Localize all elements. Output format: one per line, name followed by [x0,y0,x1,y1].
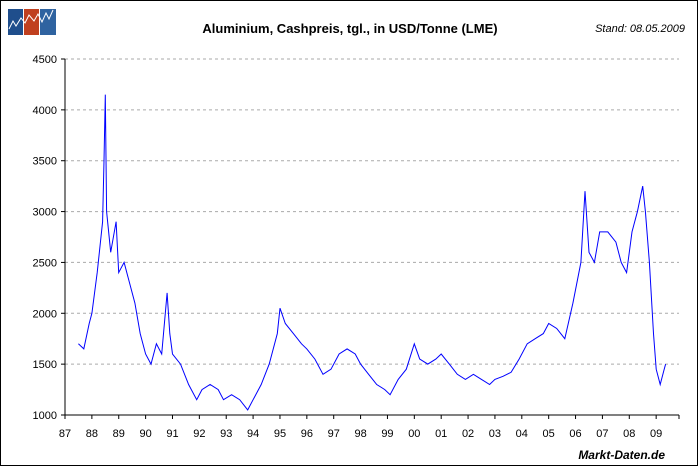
x-tick-label: 90 [139,428,151,440]
x-tick-label: 89 [113,428,125,440]
x-tick-label: 08 [623,428,635,440]
x-tick-label: 05 [543,428,555,440]
x-tick-label: 98 [354,428,366,440]
chart-logo-icon [8,9,56,35]
price-line [78,94,667,411]
x-tick-label: 01 [435,428,447,440]
x-tick-label: 97 [328,428,340,440]
x-tick-label: 95 [274,428,286,440]
x-tick-label: 94 [247,428,259,440]
x-tick-label: 02 [462,428,474,440]
x-tick-label: 06 [569,428,581,440]
y-tick-label: 4000 [33,105,57,117]
date-stamp: Stand: 08.05.2009 [595,23,685,35]
x-tick-label: 04 [516,428,528,440]
x-tick-label: 91 [166,428,178,440]
y-tick-label: 4500 [33,54,57,66]
y-tick-label: 3500 [33,156,57,168]
x-tick-label: 09 [650,428,662,440]
x-tick-label: 87 [59,428,71,440]
y-tick-label: 3000 [33,207,57,219]
y-tick-label: 2000 [33,308,57,320]
x-tick-label: 88 [86,428,98,440]
y-tick-label: 1000 [33,410,57,422]
x-tick-label: 03 [489,428,501,440]
x-tick-label: 92 [193,428,205,440]
y-tick-label: 2500 [33,257,57,269]
chart-title: Aluminium, Cashpreis, tgl., in USD/Tonne… [202,21,498,36]
y-tick-label: 1500 [33,359,57,371]
x-tick-label: 00 [408,428,420,440]
x-tick-label: 93 [220,428,232,440]
source-label: Markt-Daten.de [578,448,665,462]
x-tick-label: 07 [596,428,608,440]
x-tick-label: 96 [301,428,313,440]
x-tick-label: 99 [381,428,393,440]
